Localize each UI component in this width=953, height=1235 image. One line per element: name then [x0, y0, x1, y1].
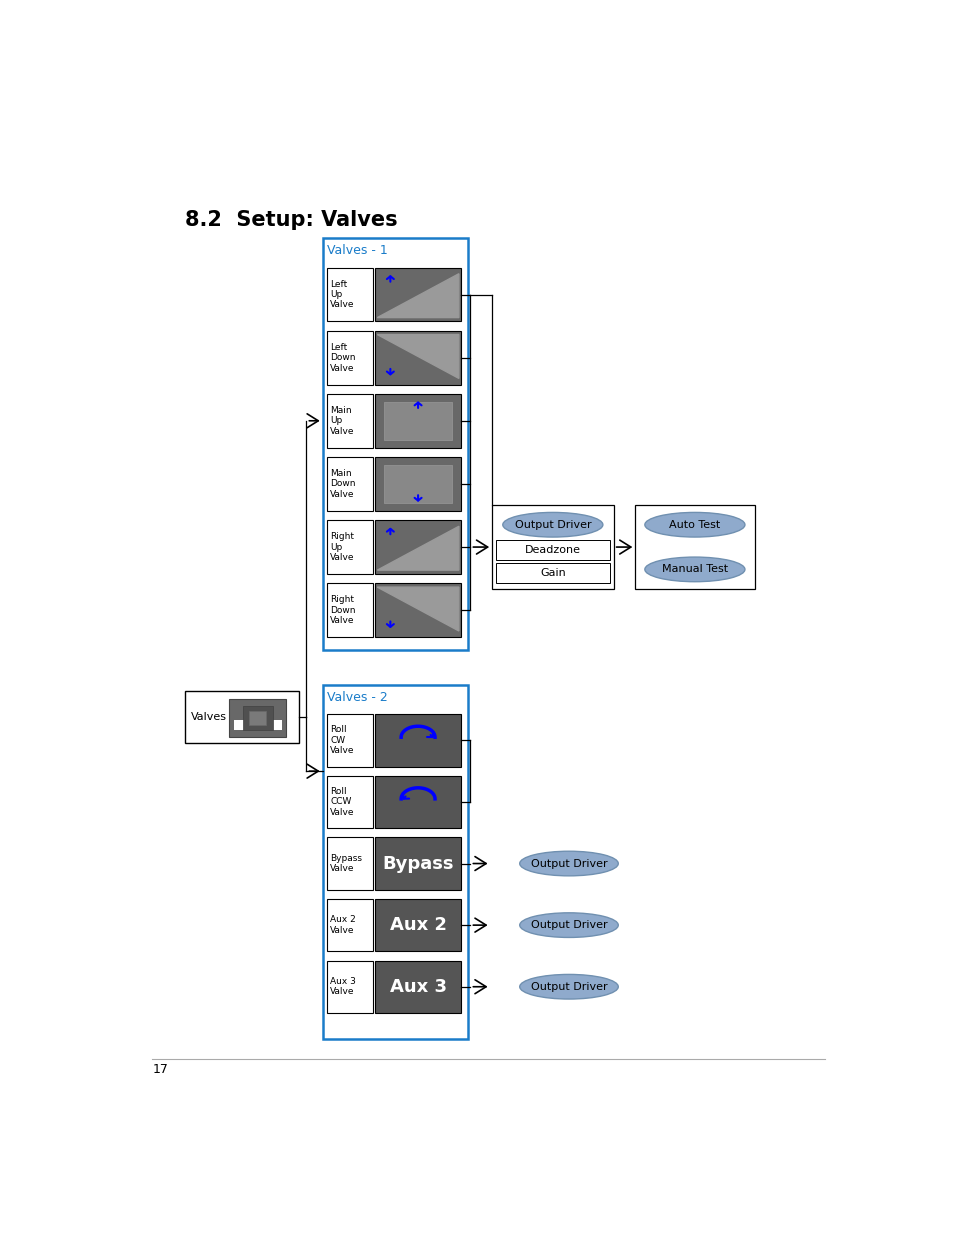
Bar	[375, 520, 460, 574]
Bar	[327, 961, 373, 1013]
Ellipse shape	[644, 513, 744, 537]
Bar	[323, 685, 468, 1039]
Ellipse shape	[644, 557, 744, 582]
Bar	[375, 714, 460, 767]
Text: Roll
CW
Valve: Roll CW Valve	[330, 725, 355, 756]
Text: 8.2  Setup: Valves: 8.2 Setup: Valves	[185, 210, 397, 230]
Text: Valves - 1: Valves - 1	[327, 245, 388, 257]
Bar	[375, 961, 460, 1013]
Bar	[327, 714, 373, 767]
Text: Left
Down
Valve: Left Down Valve	[330, 343, 355, 373]
Polygon shape	[376, 335, 458, 378]
Text: Aux 2
Valve: Aux 2 Valve	[330, 915, 355, 935]
Bar	[327, 583, 373, 637]
Ellipse shape	[519, 851, 618, 876]
Bar	[327, 520, 373, 574]
Text: Left
Up
Valve: Left Up Valve	[330, 279, 355, 310]
Bar	[375, 776, 460, 829]
Bar	[271, 720, 281, 730]
Bar	[327, 776, 373, 829]
Text: Deadzone: Deadzone	[524, 545, 580, 556]
Bar	[233, 720, 245, 730]
Bar	[185, 692, 298, 743]
Bar	[375, 394, 460, 448]
Text: Bypass: Bypass	[382, 855, 454, 873]
Text: Main
Down
Valve: Main Down Valve	[330, 469, 355, 499]
Text: Aux 3
Valve: Aux 3 Valve	[330, 977, 355, 997]
Text: Output Driver: Output Driver	[514, 520, 591, 530]
Bar	[496, 540, 609, 561]
Bar	[249, 711, 266, 725]
Text: 17: 17	[152, 1063, 168, 1077]
Text: Valves - 2: Valves - 2	[327, 692, 388, 704]
Bar	[375, 899, 460, 951]
Bar	[327, 899, 373, 951]
Text: Manual Test: Manual Test	[661, 564, 727, 574]
Text: Main
Up
Valve: Main Up Valve	[330, 406, 355, 436]
Bar	[635, 505, 754, 589]
Text: Aux 2: Aux 2	[389, 916, 446, 934]
Bar	[496, 563, 609, 583]
Polygon shape	[376, 274, 458, 317]
Ellipse shape	[502, 513, 602, 537]
Bar	[384, 401, 452, 440]
Bar	[375, 583, 460, 637]
Polygon shape	[376, 526, 458, 571]
Bar	[243, 706, 273, 730]
Text: Output Driver: Output Driver	[530, 920, 607, 930]
Text: Right
Up
Valve: Right Up Valve	[330, 532, 355, 562]
Bar	[375, 457, 460, 511]
Text: Valves: Valves	[191, 713, 227, 722]
Text: Right
Down
Valve: Right Down Valve	[330, 595, 355, 625]
Text: Bypass
Valve: Bypass Valve	[330, 853, 362, 873]
Text: Aux 3: Aux 3	[389, 978, 446, 995]
Bar	[375, 331, 460, 384]
Text: Auto Test: Auto Test	[669, 520, 720, 530]
Bar	[384, 464, 452, 503]
Ellipse shape	[519, 913, 618, 937]
Bar	[327, 457, 373, 511]
Bar	[327, 268, 373, 321]
Bar	[327, 394, 373, 448]
Text: Output Driver: Output Driver	[530, 982, 607, 992]
Bar	[327, 837, 373, 889]
Bar	[229, 699, 286, 737]
Text: Output Driver: Output Driver	[530, 858, 607, 868]
Ellipse shape	[519, 974, 618, 999]
Bar	[492, 505, 613, 589]
Bar	[375, 837, 460, 889]
Polygon shape	[376, 587, 458, 631]
Text: Gain: Gain	[539, 568, 565, 578]
Bar	[327, 331, 373, 384]
Bar	[375, 268, 460, 321]
Text: Roll
CCW
Valve: Roll CCW Valve	[330, 787, 355, 816]
Bar	[323, 238, 468, 651]
